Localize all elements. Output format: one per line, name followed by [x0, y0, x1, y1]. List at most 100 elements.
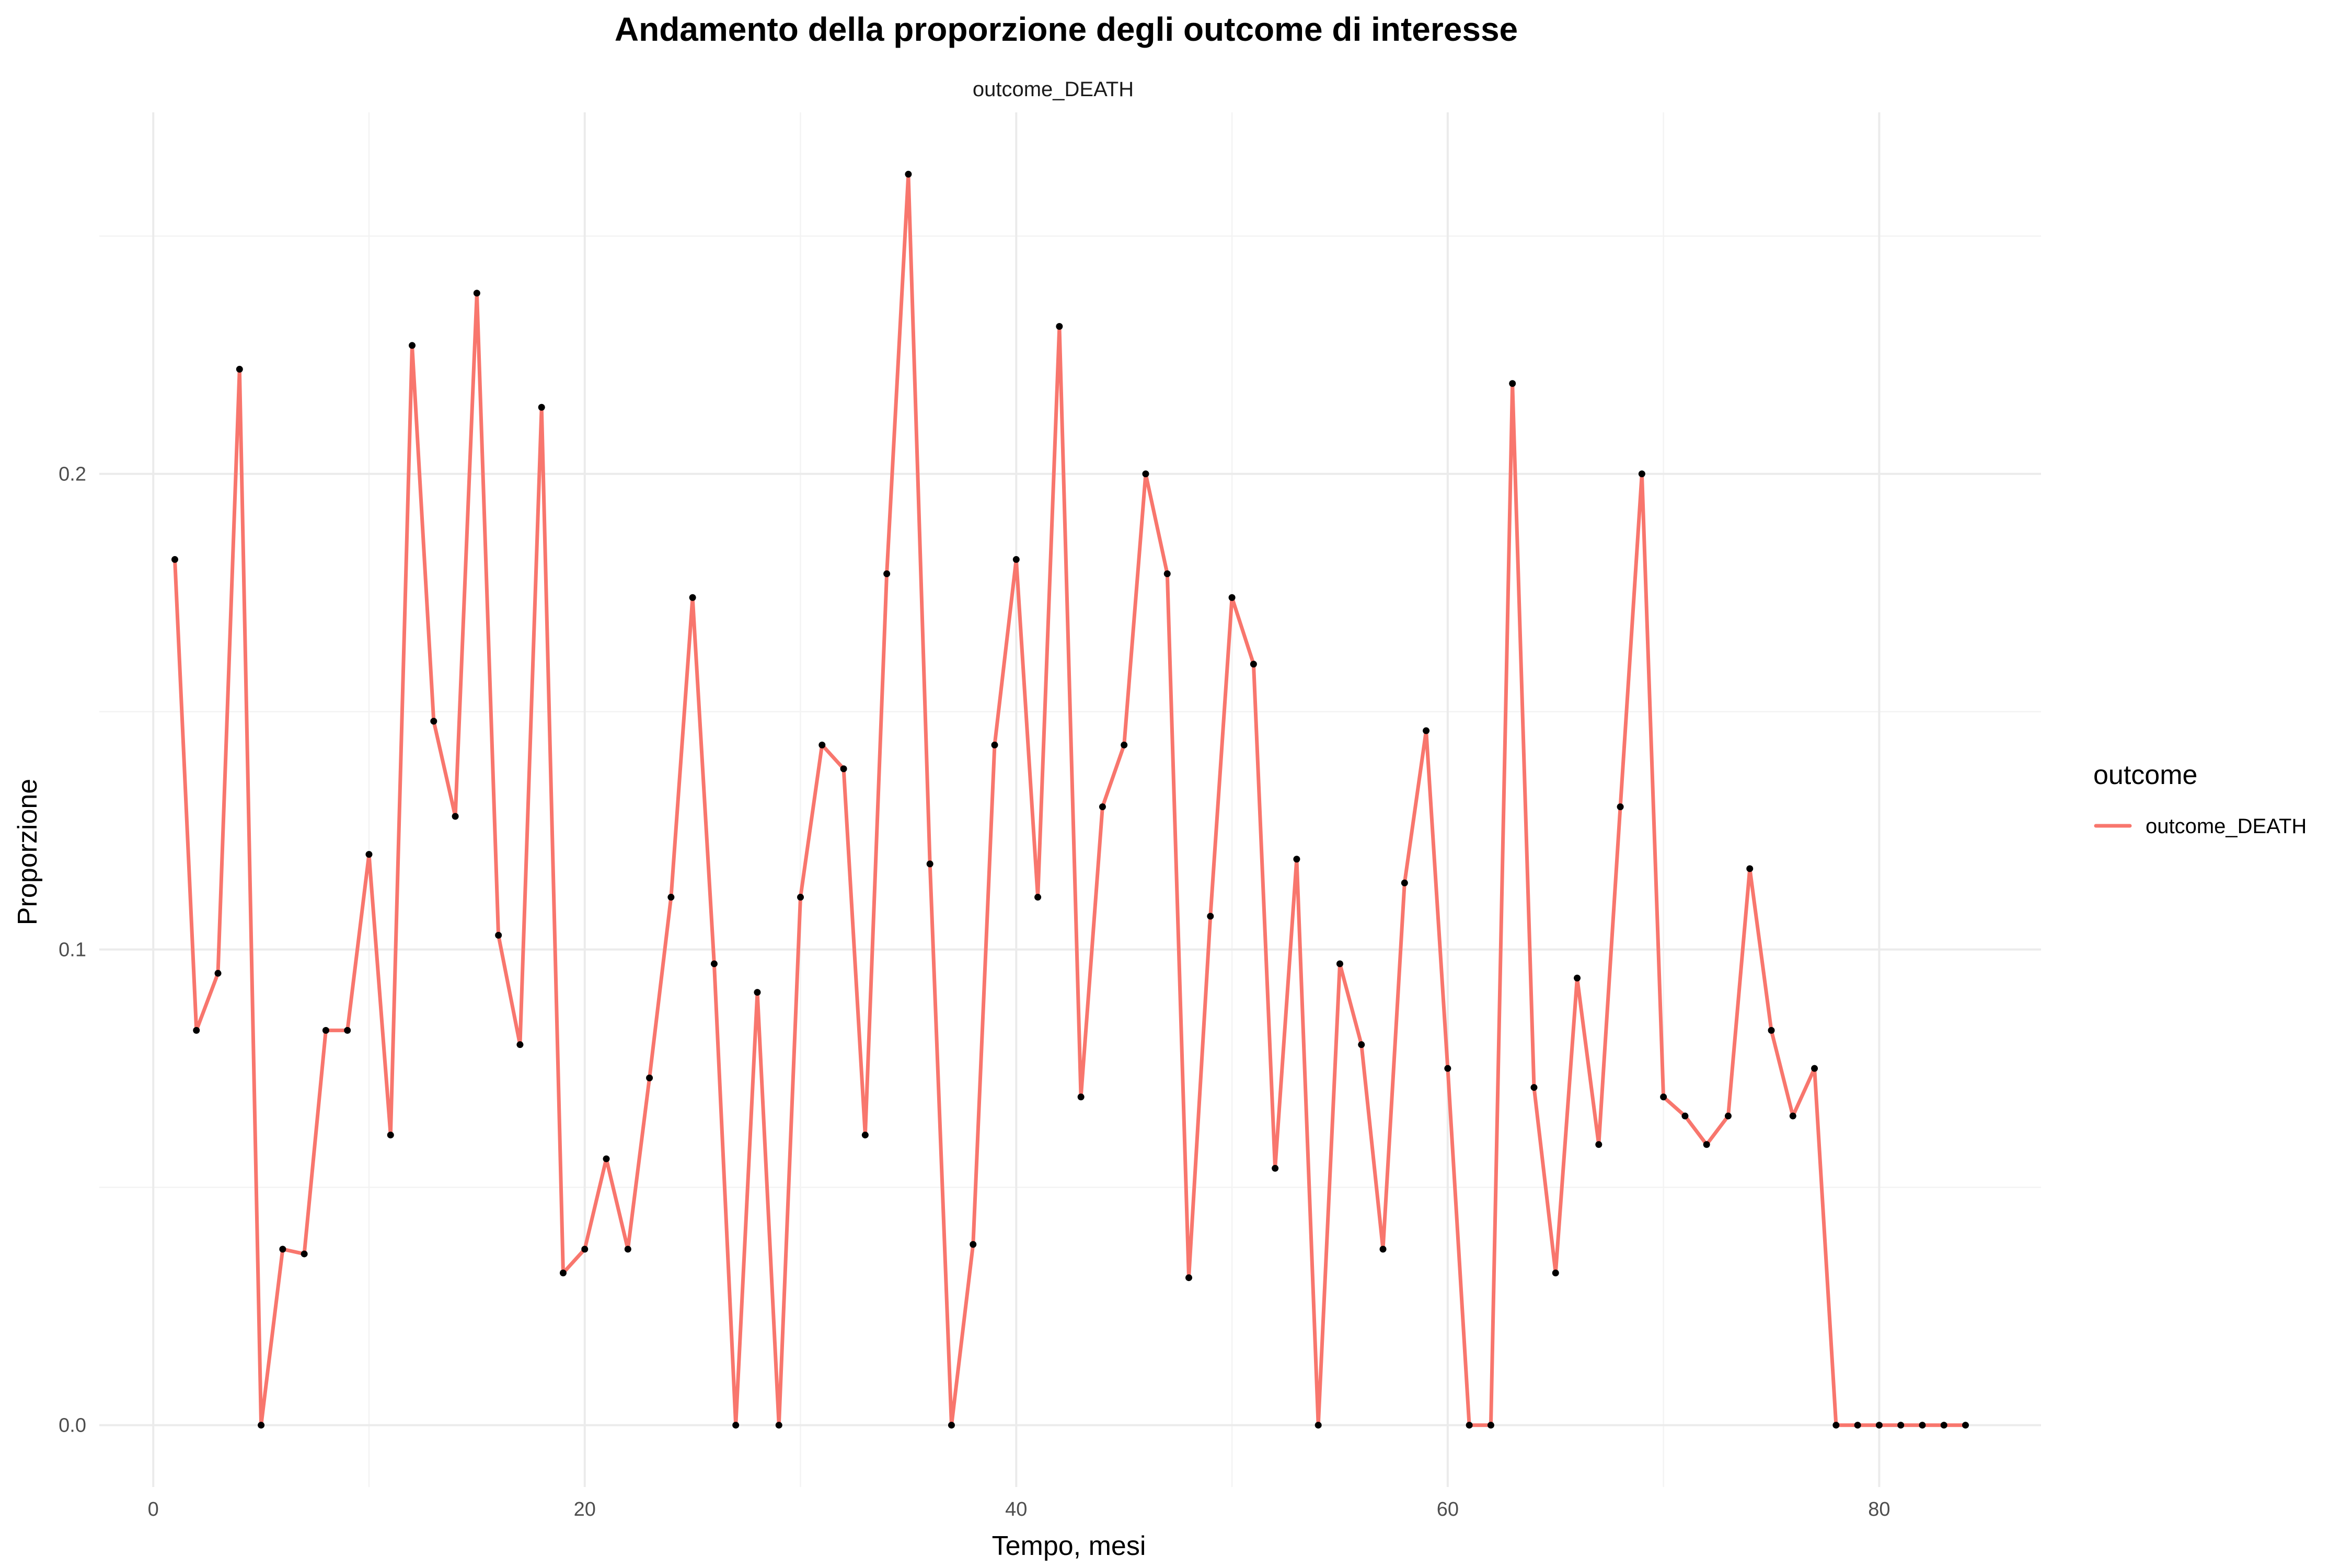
x-tick-label: 20: [574, 1498, 596, 1520]
data-point: [883, 570, 891, 578]
data-point: [624, 1246, 631, 1253]
data-point: [258, 1422, 265, 1429]
data-point: [495, 931, 502, 939]
legend-title: outcome: [2093, 760, 2197, 790]
data-point: [732, 1422, 740, 1429]
data-point: [1121, 741, 1128, 748]
data-point: [1832, 1422, 1840, 1429]
data-point: [193, 1027, 200, 1034]
data-point: [689, 594, 696, 601]
data-point: [301, 1250, 308, 1258]
data-point: [1466, 1422, 1473, 1429]
grid: [99, 112, 2041, 1487]
data-point: [646, 1074, 653, 1081]
data-point: [667, 894, 675, 901]
data-point: [603, 1155, 610, 1162]
data-point: [1401, 879, 1408, 886]
data-point: [1789, 1112, 1796, 1120]
data-point: [365, 851, 373, 858]
y-axis-ticks: 0.0 0.1 0.2: [59, 464, 86, 1437]
data-point: [171, 556, 178, 563]
legend: outcome outcome_DEATH: [2093, 760, 2307, 838]
data-point: [1595, 1141, 1602, 1148]
x-tick-label: 0: [148, 1498, 159, 1520]
data-point: [1638, 470, 1645, 478]
chart-title: Andamento della proporzione degli outcom…: [615, 10, 1518, 48]
data-point: [1940, 1422, 1947, 1429]
data-point: [710, 960, 718, 967]
data-point: [926, 860, 933, 868]
data-point: [538, 403, 545, 411]
x-tick-label: 60: [1437, 1498, 1459, 1520]
data-point: [754, 989, 761, 996]
facet-strip-label: outcome_DEATH: [973, 78, 1134, 101]
data-point: [1854, 1422, 1861, 1429]
data-point: [409, 342, 416, 349]
data-point: [1293, 856, 1300, 863]
data-point: [1768, 1027, 1775, 1034]
data-point: [1358, 1041, 1365, 1048]
data-point: [430, 718, 437, 725]
data-point: [1228, 594, 1236, 601]
data-point: [1875, 1422, 1883, 1429]
data-point: [1552, 1269, 1559, 1276]
data-point: [797, 894, 804, 901]
data-point: [1099, 803, 1106, 811]
data-point: [1660, 1093, 1667, 1101]
data-point: [387, 1132, 394, 1139]
data-point: [861, 1132, 869, 1139]
data-point: [1250, 661, 1257, 668]
data-point: [581, 1246, 589, 1253]
data-point: [1336, 960, 1343, 967]
data-point: [1617, 803, 1624, 811]
data-point: [818, 741, 826, 748]
data-point: [279, 1246, 286, 1253]
series-layer: [173, 172, 1967, 1427]
data-point: [1142, 470, 1149, 478]
series-line-outcome-death: [173, 172, 1967, 1427]
data-point: [1919, 1422, 1926, 1429]
data-point: [1315, 1422, 1322, 1429]
data-point: [1574, 974, 1581, 982]
data-point: [970, 1241, 977, 1248]
data-point: [948, 1422, 955, 1429]
data-point: [516, 1041, 524, 1048]
data-point: [1077, 1093, 1085, 1101]
data-point: [840, 765, 847, 773]
data-point: [1487, 1422, 1494, 1429]
data-point: [991, 741, 998, 748]
x-axis-ticks: 0 20 40 60 80: [148, 1498, 1890, 1520]
data-point: [1012, 556, 1020, 563]
data-point: [1163, 570, 1171, 578]
data-point: [214, 970, 222, 977]
data-point: [236, 365, 243, 373]
x-axis-title: Tempo, mesi: [992, 1531, 1146, 1561]
data-point: [322, 1027, 329, 1034]
data-point: [1185, 1274, 1193, 1282]
data-point: [775, 1422, 782, 1429]
data-point: [1897, 1422, 1905, 1429]
x-tick-label: 40: [1005, 1498, 1027, 1520]
data-point: [473, 290, 480, 297]
data-point: [1724, 1112, 1732, 1120]
legend-label-outcome-death: outcome_DEATH: [2146, 815, 2307, 838]
y-tick-label: 0.2: [59, 464, 86, 486]
data-point: [1034, 894, 1042, 901]
data-point: [1530, 1084, 1538, 1091]
data-point: [905, 170, 912, 178]
data-point: [559, 1269, 567, 1276]
data-point: [1379, 1246, 1387, 1253]
data-point: [344, 1027, 351, 1034]
points-layer: [171, 170, 1969, 1429]
x-tick-label: 80: [1868, 1498, 1890, 1520]
data-point: [1272, 1165, 1279, 1172]
y-axis-title: Proporzione: [13, 779, 43, 925]
data-point: [1056, 323, 1063, 330]
data-point: [1962, 1422, 1969, 1429]
data-point: [1444, 1065, 1451, 1072]
y-tick-label: 0.1: [59, 939, 86, 961]
data-point: [452, 813, 459, 820]
data-point: [1703, 1141, 1710, 1148]
data-point: [1811, 1065, 1818, 1072]
